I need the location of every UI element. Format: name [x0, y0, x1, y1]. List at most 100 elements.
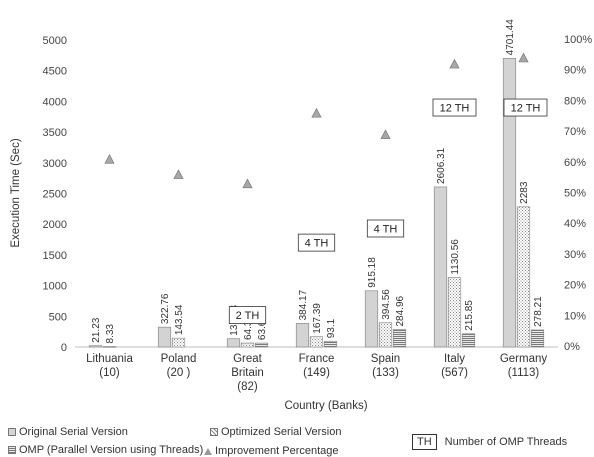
x-category-label: Lithuania (10) — [86, 353, 133, 379]
bar-original — [157, 326, 172, 348]
data-label-optimized: 143.54 — [174, 304, 185, 335]
bar-optimized — [171, 337, 186, 348]
x-axis-title: Country (Banks) — [284, 400, 367, 412]
data-label-original: 4701.44 — [505, 19, 516, 56]
improvement-points-layer — [104, 52, 529, 189]
thread-annotations-layer: 2 TH 4 TH 4 TH 12 TH 12 TH — [228, 98, 548, 324]
bar-optimized — [240, 342, 255, 348]
y-tick-label: 3500 — [43, 127, 67, 139]
y-tick-label: 1500 — [43, 250, 67, 262]
legend-item-original: Original Serial Version — [8, 426, 128, 438]
legend-label-optimized: Optimized Serial Version — [221, 426, 342, 438]
bar-original — [88, 345, 103, 348]
y2-tick-label: 100% — [564, 34, 592, 46]
data-label-original: 915.18 — [367, 257, 378, 288]
legend-th-box: TH — [412, 434, 437, 450]
bar-omp — [323, 340, 338, 348]
y2-tick-label: 80% — [564, 95, 586, 107]
data-label-optimized: 64.39 — [243, 315, 254, 340]
bar-omp — [530, 329, 545, 348]
x-category-label: Poland (20 ) — [161, 353, 197, 379]
legend-item-omp: OMP (Parallel Version using Threads) — [8, 444, 203, 456]
bar-optimized — [378, 322, 393, 348]
legend-item-improvement: Improvement Percentage — [204, 445, 339, 457]
x-category-label: Great Britain (82) — [231, 353, 264, 393]
data-label-omp: 215.85 — [464, 300, 475, 331]
axes-layer: 0 500 1000 1500 2000 2500 3000 3500 4000 4500 5000… — [43, 34, 593, 393]
legend-swatch-original — [8, 428, 16, 436]
data-label-original: 384.17 — [298, 289, 309, 320]
data-label-omp: 93.1 — [326, 318, 337, 338]
data-label-omp: 284.96 — [395, 295, 406, 326]
y-axis-title: Execution Time (Sec) — [10, 138, 22, 247]
y2-tick-label: 50% — [564, 188, 586, 200]
y2-tick-label: 20% — [564, 280, 586, 292]
y-tick-label: 4500 — [43, 66, 67, 78]
data-label-omp: 278.21 — [533, 296, 544, 327]
bar-original — [433, 186, 448, 348]
thread-label: 12 TH — [511, 103, 541, 115]
bar-original — [226, 338, 241, 348]
legend-label-improvement: Improvement Percentage — [215, 445, 339, 457]
thread-label: 2 TH — [236, 310, 260, 322]
data-label-optimized: 167.39 — [312, 303, 323, 334]
y-tick-label: 2000 — [43, 219, 67, 231]
x-category-label: France (149) — [299, 353, 335, 379]
legend-item-optimized: Optimized Serial Version — [210, 426, 341, 438]
data-label-optimized: 8.33 — [105, 324, 116, 344]
y-tick-label: 500 — [49, 311, 67, 323]
y2-tick-label: 40% — [564, 218, 586, 230]
x-category-label: Italy (567) — [441, 353, 468, 379]
thread-box — [432, 98, 477, 117]
chart: 0 500 1000 1500 2000 2500 3000 3500 4000 4500 5000… — [10, 19, 593, 412]
data-label-optimized: 1130.56 — [450, 239, 461, 275]
data-label-original: 322.76 — [160, 293, 171, 324]
triangle-icon — [204, 447, 212, 455]
bar-omp — [461, 333, 476, 348]
y-tick-label: 2500 — [43, 189, 67, 201]
thread-box — [297, 233, 336, 252]
y2-tick-label: 60% — [564, 157, 586, 169]
bar-optimized — [309, 336, 324, 348]
x-category-label: Germany (1113) — [500, 353, 548, 379]
improvement-point — [173, 169, 184, 179]
data-label-original: 21.23 — [91, 317, 102, 342]
bar-original — [364, 290, 379, 348]
bar-optimized — [516, 206, 531, 348]
y-tick-label: 3000 — [43, 158, 67, 170]
bar-omp — [392, 329, 407, 348]
improvement-point — [380, 129, 391, 140]
thread-box — [228, 306, 267, 324]
data-label-original: 2606.31 — [436, 147, 447, 184]
thread-label: 4 TH — [374, 223, 398, 235]
bar-optimized — [102, 346, 117, 348]
thread-box — [503, 98, 548, 117]
y-tick-label: 0 — [61, 342, 67, 354]
data-label-optimized: 394.56 — [381, 289, 392, 320]
thread-label: 12 TH — [440, 103, 470, 115]
data-labels-layer: 21.238.33322.76143.54135.0364.3963.63384… — [91, 19, 544, 344]
improvement-point — [518, 52, 529, 63]
legend-label-omp: OMP (Parallel Version using Threads) — [19, 444, 204, 456]
bar-omp — [254, 342, 269, 348]
legend-label-original: Original Serial Version — [19, 426, 128, 438]
improvement-point — [242, 178, 253, 189]
legend-swatch-omp — [8, 446, 16, 454]
bar-original — [502, 57, 517, 348]
thread-box — [366, 219, 405, 238]
bar-original — [295, 323, 310, 348]
y2-tick-label: 70% — [564, 126, 586, 138]
improvement-point — [449, 58, 460, 69]
y-tick-label: 4000 — [43, 96, 67, 108]
legend: Original Serial Version Optimized Serial… — [8, 424, 594, 457]
data-label-omp: 63.63 — [257, 315, 268, 340]
x-category-label: Spain (133) — [371, 353, 400, 379]
improvement-point — [311, 107, 322, 118]
y2-tick-label: 30% — [564, 249, 586, 261]
y2-tick-label: 0% — [564, 341, 580, 353]
bars-layer — [88, 57, 545, 348]
y2-tick-label: 90% — [564, 65, 586, 77]
y-tick-label: 1000 — [43, 281, 67, 293]
y2-tick-label: 10% — [564, 310, 586, 322]
legend-item-threads: TH Number of OMP Threads — [412, 434, 567, 450]
